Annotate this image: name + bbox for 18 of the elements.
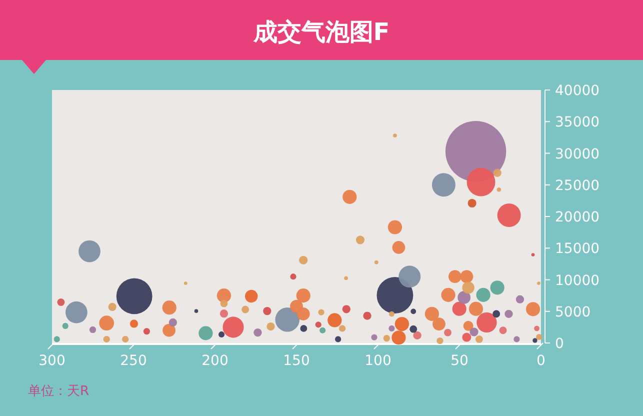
x-tick-label: 100 xyxy=(364,353,392,369)
x-tick-label: 0 xyxy=(536,353,546,369)
y-tick-label: 30000 xyxy=(555,146,600,162)
y-tick-label: 15000 xyxy=(555,241,600,258)
y-tick-label: 40000 xyxy=(555,83,600,99)
y-tick-label: 0 xyxy=(555,336,564,352)
y-tick-label: 25000 xyxy=(555,178,600,194)
text: 单位：天R xyxy=(28,384,90,399)
y-tick-label: 5000 xyxy=(555,304,591,320)
y-tick-label: 10000 xyxy=(555,272,600,289)
y-tick-label: 20000 xyxy=(555,210,600,226)
x-tick-label: 250 xyxy=(120,353,147,369)
y-tick-label: 35000 xyxy=(555,114,600,131)
x-tick-label: 150 xyxy=(283,353,310,369)
x-tick-label: 50 xyxy=(450,353,468,369)
x-tick-label: 300 xyxy=(38,353,66,369)
x-tick-label: 200 xyxy=(202,353,228,369)
chart-title: 成交气泡图F xyxy=(252,18,390,46)
